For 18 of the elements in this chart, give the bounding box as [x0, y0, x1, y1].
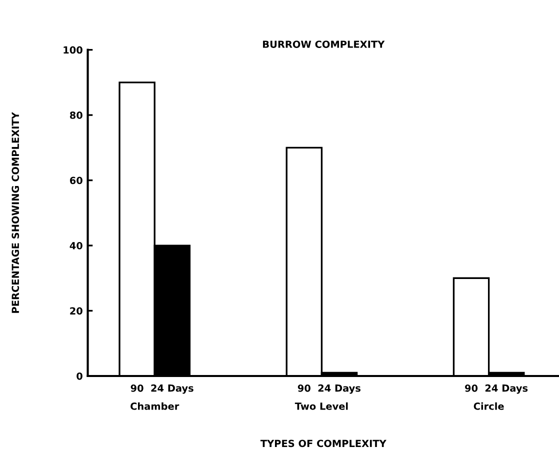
y-tick-label: 60 — [70, 176, 82, 184]
text: 24 Days — [151, 384, 194, 394]
series-label: 90 — [130, 384, 144, 392]
x-axis-title: TYPES OF COMPLEXITY — [260, 440, 386, 448]
x-tick-label: Circle — [474, 402, 504, 410]
x-tick-label: Two Level — [294, 402, 348, 410]
chart-title: BURROW COMPLEXITY — [263, 40, 385, 48]
text: 90 — [298, 384, 310, 392]
y-tick-label: 0 — [76, 372, 82, 380]
y-tick-label: 40 — [70, 242, 82, 250]
y-tick-label: 100 — [64, 46, 82, 54]
series-label: 24 Days — [485, 384, 528, 394]
x-tick-label: Chamber — [130, 402, 180, 410]
y-tick-label: 20 — [70, 307, 82, 315]
text: 90 — [465, 384, 478, 392]
y-axis-title: PERCENTAGE SHOWING COMPLEXITY — [12, 112, 20, 313]
text: 24 Days — [318, 384, 360, 394]
y-tick-label: 80 — [70, 112, 82, 119]
